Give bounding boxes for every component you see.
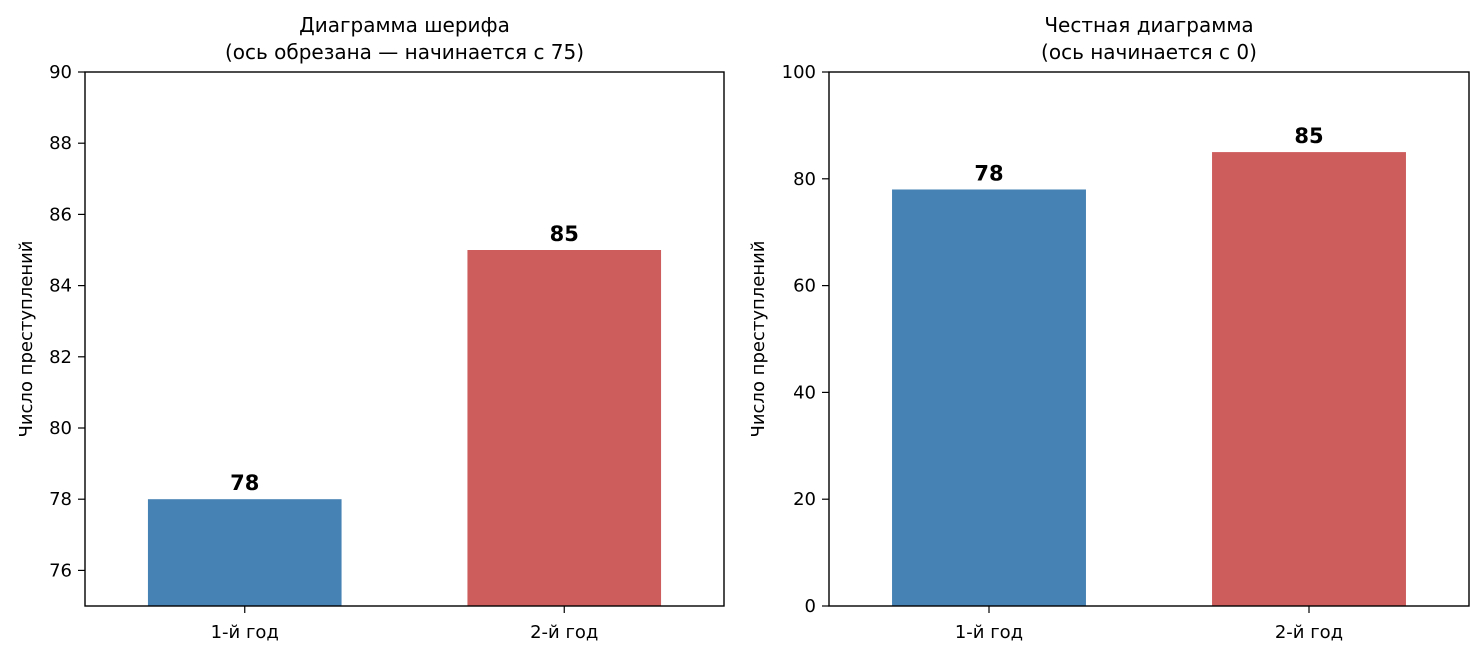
- chart-title-line: (ось начинается с 0): [1041, 40, 1257, 64]
- y-tick-label: 76: [49, 560, 72, 581]
- axes-frame: [828, 71, 1470, 607]
- y-tick-label: 90: [49, 62, 72, 83]
- y-tick-label: 40: [793, 382, 816, 403]
- y-tick-label: 100: [782, 62, 816, 83]
- y-tick-label: 60: [793, 276, 816, 297]
- data-label: 78: [974, 161, 1003, 185]
- chart-1: Диаграмма шерифа (ось обрезана — начинает…: [16, 13, 725, 643]
- y-tick-label: 86: [49, 204, 72, 225]
- x-tick-label: 2-й год: [1275, 622, 1343, 643]
- y-tick-label: 88: [49, 133, 72, 154]
- chart-2: Честная диаграмма (ось начинается с 0) 78 8…: [748, 13, 1470, 643]
- y-tick-label: 80: [793, 169, 816, 190]
- bar: [892, 189, 1086, 607]
- bar: [467, 250, 662, 606]
- chart-title-line: Честная диаграмма: [1044, 13, 1253, 37]
- y-tick-label: 78: [49, 489, 72, 510]
- y-tick-label: 80: [49, 418, 72, 439]
- y-tick-label: 84: [49, 276, 72, 297]
- bar: [1212, 152, 1406, 606]
- y-tick-label: 20: [793, 489, 816, 510]
- chart-title-line: Диаграмма шерифа: [299, 13, 510, 37]
- axes-frame: [84, 71, 725, 607]
- x-tick-label: 1-й год: [211, 622, 279, 643]
- y-tick-label: 82: [49, 347, 72, 368]
- chart-title-line: (ось обрезана — начинается с 75): [225, 40, 584, 64]
- y-axis-label: Число преступлений: [16, 241, 37, 438]
- y-tick-label: 0: [805, 596, 816, 617]
- x-tick-label: 2-й год: [530, 622, 598, 643]
- bar: [147, 499, 342, 606]
- y-axis-label: Число преступлений: [748, 241, 769, 438]
- data-label: 78: [230, 471, 259, 495]
- data-label: 85: [550, 222, 579, 246]
- x-tick-label: 1-й год: [955, 622, 1023, 643]
- data-label: 85: [1294, 124, 1323, 148]
